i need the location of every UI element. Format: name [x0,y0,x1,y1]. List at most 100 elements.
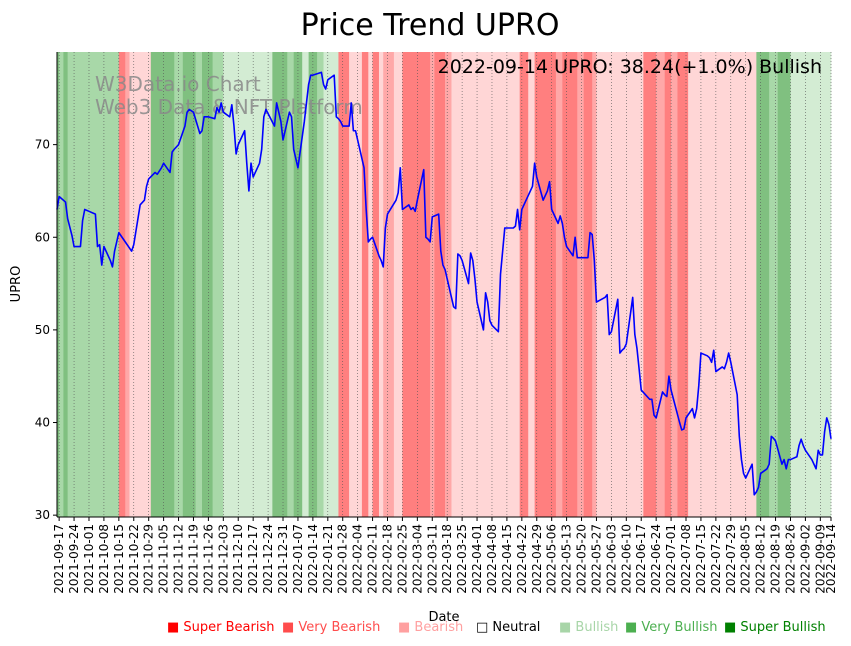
regime-band-bearish [592,52,597,517]
legend-item-bearish: ■ Bearish [398,620,464,635]
x-ticks: 2021-09-17 2021-09-24 2021-10-01 2021-10-08… [52,517,838,594]
x-tick-label: 2022-03-18 [440,524,454,594]
x-tick-label: 2022-07-22 [709,524,723,594]
x-tick-label: 2022-02-04 [351,524,365,594]
regime-band-very-bearish [338,52,350,517]
x-tick-label: 2021-12-17 [246,524,260,594]
x-axis-label: Date [428,610,459,625]
regime-band-bullish [287,52,294,517]
regime-band-bullish [212,52,224,517]
x-tick-label: 2022-07-01 [664,524,678,594]
y-tick-label: 70 [35,138,50,152]
x-tick-label: 2021-11-19 [186,524,200,594]
regime-band-very-bearish [402,52,431,517]
regime-band-very-bearish [677,52,689,517]
x-tick-label: 2022-03-25 [455,524,469,594]
regime-band-bearish [671,52,678,517]
regime-band-bullish [195,52,203,517]
date-gridlines [58,52,832,517]
regime-band-bearish [656,52,665,517]
regime-band-very-bullish [182,52,196,517]
x-tick-label: 2021-11-05 [157,524,171,594]
x-tick-label: 2022-07-08 [679,524,693,594]
x-tick-label: 2022-01-21 [321,524,335,594]
x-tick-label: 2022-04-15 [500,524,514,594]
x-tick-label: 2022-05-13 [560,524,574,594]
regime-band-very-bearish [118,52,126,517]
x-tick-label: 2021-12-31 [276,524,290,594]
regime-band-very-bearish [583,52,593,517]
regime-band-very-bearish [562,52,578,517]
x-tick-label: 2021-11-26 [201,524,215,594]
x-tick-label: 2022-07-29 [724,524,738,594]
x-tick-label: 2022-09-02 [798,524,812,594]
x-tick-label: 2021-09-24 [67,524,81,594]
y-tick-label: 40 [35,416,50,430]
y-axis-label: UPRO [9,266,24,303]
regime-band-very-bearish [372,52,380,517]
x-tick-label: 2022-04-08 [485,524,499,594]
x-tick-label: 2022-09-09 [813,524,827,594]
regime-band-very-bearish [664,52,672,517]
x-tick-label: 2021-12-03 [216,524,230,594]
regime-band-very-bullish [201,52,213,517]
x-tick-label: 2021-11-12 [172,524,186,594]
x-tick-label: 2022-06-17 [634,524,648,594]
x-tick-label: 2022-04-29 [530,524,544,594]
x-tick-label: 2021-10-29 [142,524,156,594]
x-tick-label: 2022-05-27 [589,524,603,594]
regime-band-bearish [430,52,435,517]
regime-band-slight-bearish [451,52,520,517]
x-tick-label: 2021-10-08 [97,524,111,594]
regime-band-bullish [67,52,120,517]
regime-band-very-bearish [434,52,446,517]
x-tick-label: 2022-04-01 [470,524,484,594]
legend-item-super-bearish: ■ Super Bearish [167,620,275,635]
regime-band-very-bullish [272,52,288,517]
x-tick-label: 2022-08-19 [769,524,783,594]
y-tick-label: 50 [35,323,50,337]
watermark: W3Data.io Chart Web3 Data & NFT Platform [95,72,363,119]
x-tick-label: 2022-05-06 [545,524,559,594]
regime-band-bearish [577,52,584,517]
regime-band-very-bearish [534,52,557,517]
y-tick-label: 30 [35,508,50,522]
x-tick-label: 2021-12-24 [261,524,275,594]
x-tick-label: 2021-09-17 [52,524,66,594]
x-tick-label: 2021-10-22 [127,524,141,594]
legend-item-bullish: ■ Bullish [559,620,619,635]
regime-band-very-bullish [150,52,175,517]
regime-band-bearish [383,52,395,517]
x-tick-label: 2022-08-26 [783,524,797,594]
x-tick-label: 2022-08-05 [739,524,753,594]
regime-band-slight-bearish [393,52,403,517]
x-tick-label: 2021-10-15 [112,524,126,594]
regime-band-bullish [59,52,64,517]
regime-band-bullish [317,52,324,517]
x-tick-label: 2022-09-14 [824,524,838,594]
x-tick-label: 2022-06-10 [619,524,633,594]
x-tick-label: 2022-05-20 [575,524,589,594]
regime-band-bearish [125,52,130,517]
regime-band-slight-bullish [323,52,339,517]
x-tick-label: 2022-01-14 [306,524,320,594]
watermark-line-2: Web3 Data & NFT Platform [95,95,363,119]
legend-item-very-bearish: ■ Very Bearish [282,620,381,635]
regime-band-very-bullish [756,52,770,517]
x-tick-label: 2022-01-28 [336,524,350,594]
regime-band-slight-bearish [528,52,535,517]
price-series-line [56,71,832,496]
x-tick-label: 2022-06-24 [649,524,663,594]
regime-band-slight-bullish [223,52,273,517]
legend-item-neutral: □ Neutral [476,620,541,635]
regime-band-very-bearish [361,52,369,517]
regime-band-very-bullish [308,52,318,517]
regime-band-slight-bearish [129,52,152,517]
x-tick-label: 2022-08-12 [754,524,768,594]
regime-band-very-bearish [643,52,657,517]
regime-band-slight-bearish [378,52,384,517]
chart-title: Price Trend UPRO [301,8,560,43]
regime-band-very-bullish [63,52,68,517]
regime-band-bullish [769,52,778,517]
